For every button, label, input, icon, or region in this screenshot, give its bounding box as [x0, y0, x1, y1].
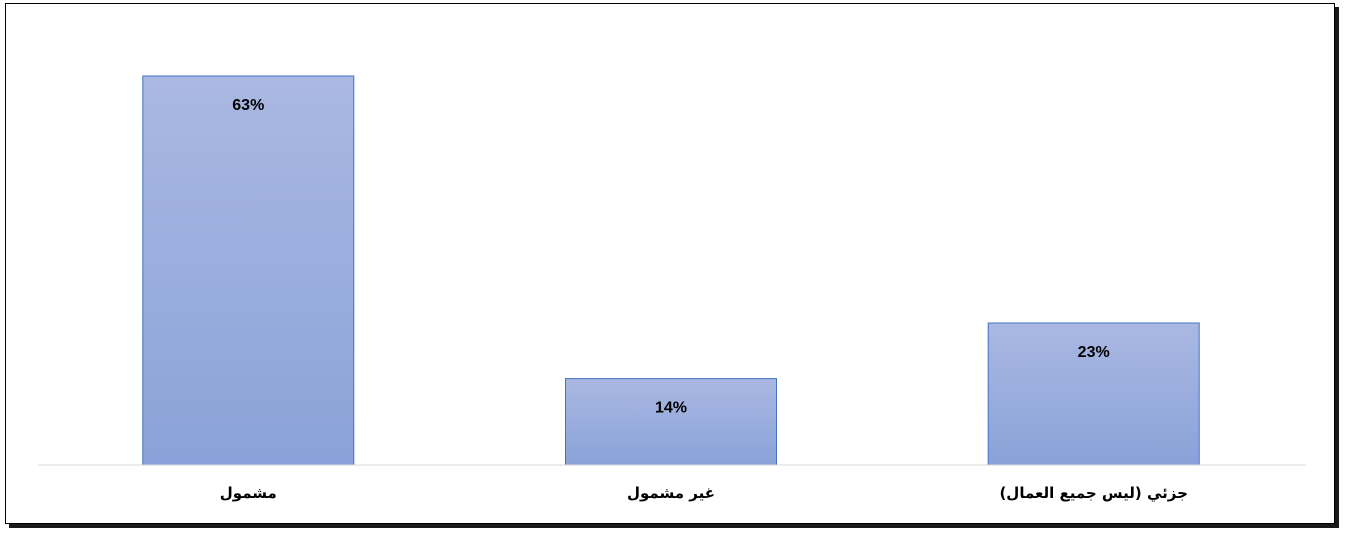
data-label-3: 23% — [1078, 344, 1110, 361]
bars-layer — [142, 75, 1200, 466]
bar-2 — [565, 378, 777, 466]
category-label-1: مشمول — [220, 484, 277, 502]
category-label-2: غير مشمول — [627, 484, 715, 502]
category-label-3: جزئي (ليس جميع العمال) — [999, 484, 1187, 502]
bar-3 — [987, 322, 1200, 466]
labels-layer: 63% مشمول 14% غير مشمول 23% جزئي (ليس جميع ال… — [220, 97, 1188, 502]
data-label-1: 63% — [232, 97, 264, 114]
bar-1 — [142, 75, 355, 466]
data-label-2: 14% — [655, 400, 687, 417]
